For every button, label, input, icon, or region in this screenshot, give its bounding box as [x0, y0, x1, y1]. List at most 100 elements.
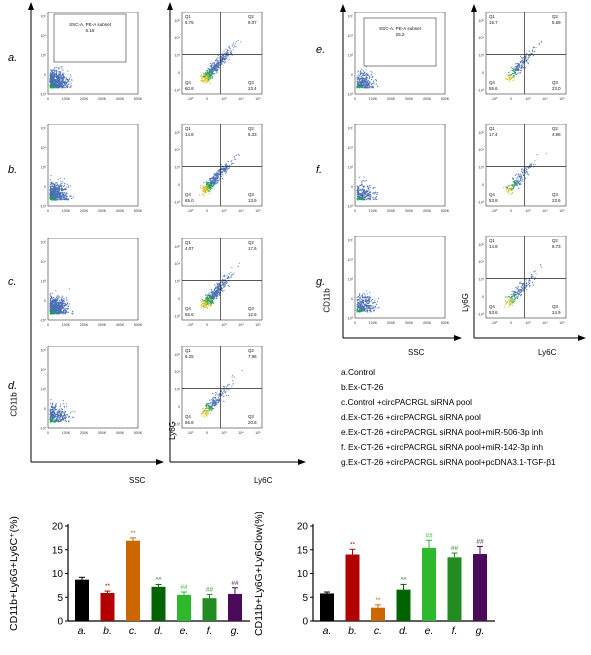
ly6c-tick-label: 0 [510, 97, 512, 101]
ly6g-tick-label: 10⁵ [175, 353, 181, 357]
bar-f [202, 598, 217, 621]
significance-marker: ** [375, 597, 381, 604]
ly6c-tick-label: 10³ [525, 209, 531, 213]
ly6c-tick-label: -10³ [187, 209, 194, 213]
ssc-tick-label: 500K [134, 97, 143, 101]
bar-category-label: b. [348, 625, 357, 637]
ly6g-tick-label: 0 [178, 405, 180, 409]
quadrant-name: Q3 [248, 80, 254, 85]
quadrant-name: Q3 [248, 192, 254, 197]
ssc-tick-label: 300K [405, 209, 414, 213]
quadrant-value: 65.6 [185, 312, 194, 317]
ly6g-tick-label: 10³ [175, 280, 181, 284]
bar-chart-ytick: 15 [52, 545, 64, 556]
cd11b-tick-label: 10³ [348, 278, 354, 282]
ly6c-tick-label: 10⁵ [255, 323, 261, 327]
ly6g-tick-label: -10³ [174, 315, 181, 319]
ly6c-tick-label: 10⁴ [238, 209, 244, 213]
quadrant-name: Q3 [552, 304, 558, 309]
ly6c-tick-label: 0 [206, 431, 208, 435]
ly6c-tick-label: 10³ [221, 323, 227, 327]
ly6c-tick-label: -10³ [491, 321, 498, 325]
ly6g-tick-label: 10³ [479, 278, 485, 282]
cd11b-tick-label: 10⁵ [41, 15, 47, 19]
significance-marker: ## [476, 538, 484, 545]
ssc-axis-label: SSC [129, 476, 146, 485]
legend-item-g: g.Ex-CT-26 +circPACRGL siRNA pool+pcDNA3… [341, 457, 556, 467]
bar-chart-ytick: 20 [297, 522, 309, 533]
ssc-tick-label: 200K [80, 209, 89, 213]
bar-category-label: b. [103, 625, 112, 637]
quadrant-name: Q4 [489, 80, 495, 85]
ly6c-tick-label: -10³ [187, 323, 194, 327]
legend-item-f: f. Ex-CT-26 +circPACRGL siRNA pool+miR-1… [341, 442, 543, 452]
bar-category-label: c. [129, 625, 137, 637]
ssc-tick-label: 500K [134, 431, 143, 435]
cd11b-tick-label: 10⁵ [41, 349, 47, 353]
significance-marker: ## [451, 545, 459, 552]
quadrant-value: 23.4 [248, 86, 257, 91]
ssc-cd11b-plot-b: SSC-A, PE-A subset6.060100K200K300K400K5… [40, 124, 143, 213]
ly6g-tick-label: 10⁵ [175, 19, 181, 23]
bar-chart-ytick: 0 [302, 617, 308, 628]
ssc-tick-label: 400K [116, 97, 125, 101]
bar-chart-ytick: 0 [57, 617, 63, 628]
panel-letter-f: f. [316, 164, 323, 176]
ly6c-tick-label: 10⁴ [542, 321, 548, 325]
ssc-tick-label: 100K [369, 321, 378, 325]
ly6g-tick-label: -10³ [478, 201, 485, 205]
ssc-tick-label: 400K [423, 209, 432, 213]
quadrant-name: Q1 [185, 348, 191, 353]
bar-category-label: d. [399, 625, 408, 637]
cd11b-axis-label-right: CD11b [322, 288, 332, 313]
gate-title: SSC-A, PE-A subset [379, 26, 422, 31]
quadrant-value: 15.7 [489, 20, 498, 25]
cd11b-tick-label: 10⁴ [347, 146, 353, 150]
quadrant-name: Q1 [489, 14, 495, 19]
significance-marker: ## [425, 532, 433, 539]
quadrant-value: 55.6 [489, 86, 498, 91]
quadrant-value: 7.96 [248, 354, 257, 359]
quadrant-value: 13.9 [248, 198, 257, 203]
quadrant-name: Q4 [489, 192, 495, 197]
ly6g-tick-label: 10⁴ [174, 36, 180, 40]
cd11b-tick-label: -10³ [347, 93, 354, 97]
ly6c-tick-label: 0 [510, 321, 512, 325]
legend-item-c: c.Control +circPACRGL siRNA pool [341, 397, 473, 407]
ssc-tick-label: 200K [387, 209, 396, 213]
ly6c-tick-label: 10³ [525, 321, 531, 325]
cd11b-tick-label: 10⁵ [41, 241, 47, 245]
quadrant-name: Q2 [552, 126, 558, 131]
ly6c-axis-label: Ly6C [254, 476, 273, 485]
ssc-tick-label: 300K [98, 431, 107, 435]
quadrant-name: Q2 [248, 14, 254, 19]
ly6c-tick-label: 10⁵ [255, 431, 261, 435]
quadrant-value: 5.59 [552, 20, 561, 25]
ly6g-tick-label: -10³ [174, 89, 181, 93]
quadrant-name: Q4 [185, 414, 191, 419]
quadrant-name: Q2 [552, 238, 558, 243]
quadrant-value: 23.6 [552, 198, 561, 203]
quadrant-value: 17.6 [248, 246, 257, 251]
cd11b-tick-label: 0 [44, 73, 46, 77]
ssc-tick-label: 100K [62, 209, 71, 213]
ssc-tick-label: 100K [369, 97, 378, 101]
ly6g-tick-label: 0 [178, 183, 180, 187]
ssc-tick-label: 0 [354, 97, 356, 101]
quadrant-value: 60.8 [185, 86, 194, 91]
bar-b [100, 592, 115, 621]
cd11b-tick-label: -10³ [40, 319, 47, 323]
ly6c-tick-label: 10⁵ [255, 97, 261, 101]
bar-category-label: a. [78, 625, 87, 637]
panel-letter-c: c. [8, 276, 17, 288]
cd11b-tick-label: 10⁵ [348, 127, 354, 131]
quadrant-name: Q1 [489, 126, 495, 131]
significance-marker: ## [206, 586, 214, 593]
gate-percent: 6.19 [86, 28, 95, 33]
ly6g-tick-label: 0 [178, 297, 180, 301]
ly6c-tick-label: 10⁴ [238, 97, 244, 101]
panel-letter-b: b. [8, 164, 18, 176]
